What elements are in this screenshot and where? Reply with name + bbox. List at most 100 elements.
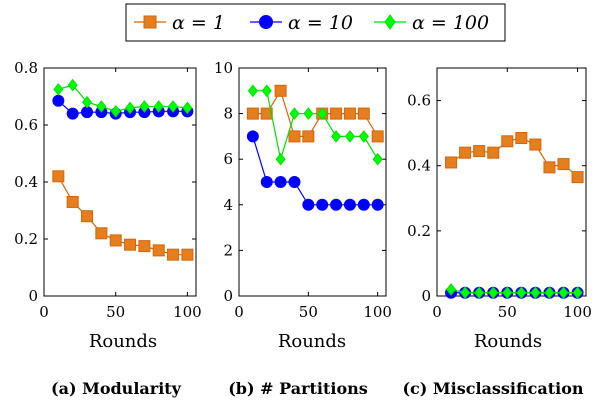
- data-point-alpha-10-partitions: [260, 176, 273, 188]
- data-point-alpha-1-modularity: [95, 227, 108, 240]
- legend-label-alpha-100: α = 100: [412, 12, 489, 34]
- data-point-alpha-1-misclassification: [473, 145, 486, 158]
- data-point-alpha-100-misclassification: [572, 286, 583, 300]
- data-point-alpha-1-modularity: [66, 195, 79, 208]
- x-tick-label-partitions: 50: [299, 303, 318, 321]
- y-tick-label-modularity: 0.8: [14, 59, 38, 77]
- data-point-alpha-100-partitions: [261, 84, 272, 98]
- data-point-alpha-100-partitions: [317, 107, 328, 120]
- y-tick-label-partitions: 8: [223, 105, 233, 123]
- data-point-alpha-1-modularity: [52, 170, 65, 183]
- data-point-alpha-100-misclassification: [474, 286, 485, 300]
- data-point-alpha-100-partitions: [331, 130, 342, 143]
- data-point-alpha-100-partitions: [303, 107, 314, 120]
- caption-partitions: (b) # Partitions: [228, 379, 368, 398]
- panel-partitions: 0 50 100 0 2 4 6 8 10: [214, 59, 392, 321]
- x-axis-label-modularity: Rounds: [89, 331, 157, 352]
- data-point-alpha-100-modularity: [182, 101, 193, 115]
- x-tick-label-modularity: 50: [106, 303, 125, 321]
- y-tick-label-partitions: 6: [223, 150, 233, 168]
- x-tick-label-misclassification: 100: [563, 303, 592, 321]
- data-point-alpha-1-misclassification: [571, 171, 584, 184]
- data-point-alpha-1-misclassification: [459, 146, 472, 159]
- y-tick-label-partitions: 0: [223, 287, 233, 305]
- y-tick-label-partitions: 4: [223, 196, 233, 214]
- legend-marker-alpha-1: [143, 15, 157, 29]
- data-point-alpha-10-partitions: [330, 198, 343, 211]
- x-tick-label-misclassification: 50: [498, 303, 517, 321]
- data-point-alpha-1-misclassification: [529, 138, 542, 151]
- data-point-alpha-1-partitions: [371, 130, 384, 143]
- y-tick-label-partitions: 2: [223, 241, 233, 259]
- data-point-alpha-1-modularity: [109, 234, 122, 247]
- y-tick-label-modularity: 0.2: [14, 230, 38, 248]
- legend-entry-alpha-100: α = 100: [374, 12, 489, 34]
- legend-box: [125, 3, 506, 42]
- legend-entry-alpha-1: α = 1: [134, 12, 225, 34]
- series-line-alpha-100-modularity: [58, 84, 188, 112]
- data-point-alpha-100-misclassification: [544, 286, 555, 300]
- data-point-alpha-1-modularity: [138, 240, 151, 253]
- data-point-alpha-100-misclassification: [558, 286, 569, 300]
- x-axis-label-partitions: Rounds: [278, 331, 346, 352]
- data-point-alpha-10-partitions: [357, 198, 370, 211]
- y-tick-label-misclassification: 0.6: [407, 92, 431, 110]
- data-point-alpha-100-modularity: [67, 78, 78, 92]
- x-tick-label-misclassification: 0: [432, 303, 442, 321]
- data-point-alpha-100-misclassification: [446, 283, 457, 296]
- series-line-alpha-10-partitions: [252, 136, 378, 206]
- data-point-alpha-1-partitions: [357, 107, 370, 120]
- x-tick-label-modularity: 100: [173, 303, 202, 321]
- data-point-alpha-100-partitions: [344, 130, 355, 143]
- data-point-alpha-1-partitions: [343, 107, 356, 120]
- x-tick-label-partitions: 100: [363, 303, 392, 321]
- data-point-alpha-1-modularity: [167, 248, 180, 261]
- legend-marker-alpha-10: [259, 15, 273, 29]
- data-point-alpha-100-modularity: [139, 100, 150, 113]
- x-tick-label-modularity: 0: [39, 303, 49, 321]
- panel-modularity: 0 50 100 0 0.2 0.4 0.6 0.8: [14, 59, 202, 321]
- data-point-alpha-10-partitions: [371, 198, 384, 211]
- data-point-alpha-100-modularity: [81, 95, 93, 109]
- data-point-alpha-100-modularity: [96, 100, 107, 113]
- panel-misclassification: 0 50 100 0 0.2 0.4 0.6: [407, 67, 592, 321]
- data-point-alpha-100-misclassification: [530, 286, 541, 300]
- plot-frame-partitions: [238, 67, 387, 297]
- data-point-alpha-100-misclassification: [488, 286, 499, 300]
- y-tick-label-misclassification: 0.2: [407, 222, 431, 240]
- data-point-alpha-1-modularity: [152, 244, 165, 257]
- legend: α = 1 α = 10 α = 100: [125, 3, 506, 42]
- data-point-alpha-100-partitions: [372, 152, 383, 166]
- data-point-alpha-1-modularity: [124, 238, 137, 251]
- plot-frame-misclassification: [436, 67, 587, 297]
- y-tick-label-modularity: 0.6: [14, 116, 38, 134]
- data-point-alpha-10-modularity: [52, 94, 65, 107]
- legend-marker-alpha-100: [384, 14, 396, 30]
- data-point-alpha-10-modularity: [66, 107, 79, 120]
- data-point-alpha-10-partitions: [343, 198, 356, 211]
- legend-label-alpha-1: α = 1: [172, 12, 225, 34]
- data-point-alpha-100-modularity: [53, 83, 64, 96]
- data-point-alpha-100-modularity: [110, 105, 121, 118]
- data-point-alpha-10-partitions: [316, 198, 329, 211]
- data-point-alpha-1-modularity: [81, 210, 94, 223]
- series-line-alpha-100-misclassification: [450, 288, 578, 294]
- data-point-alpha-1-misclassification: [445, 156, 458, 169]
- y-tick-label-partitions: 10: [214, 59, 233, 77]
- data-point-alpha-10-partitions: [288, 176, 301, 188]
- caption-modularity: (a) Modularity: [51, 379, 182, 398]
- x-axis-label-misclassification: Rounds: [474, 331, 542, 352]
- data-point-alpha-100-modularity: [153, 100, 164, 113]
- data-point-alpha-100-partitions: [275, 152, 286, 166]
- data-point-alpha-100-misclassification: [516, 286, 527, 300]
- data-point-alpha-100-modularity: [124, 101, 136, 115]
- data-point-alpha-100-modularity: [168, 100, 179, 113]
- data-point-alpha-1-misclassification: [487, 146, 500, 159]
- data-point-alpha-1-partitions: [260, 107, 273, 120]
- legend-entry-alpha-10: α = 10: [250, 12, 353, 34]
- data-point-alpha-1-partitions: [274, 84, 287, 97]
- caption-misclassification: (c) Misclassification: [402, 379, 583, 398]
- series-line-alpha-1-misclassification: [450, 137, 578, 178]
- series-line-alpha-1-partitions: [252, 89, 379, 137]
